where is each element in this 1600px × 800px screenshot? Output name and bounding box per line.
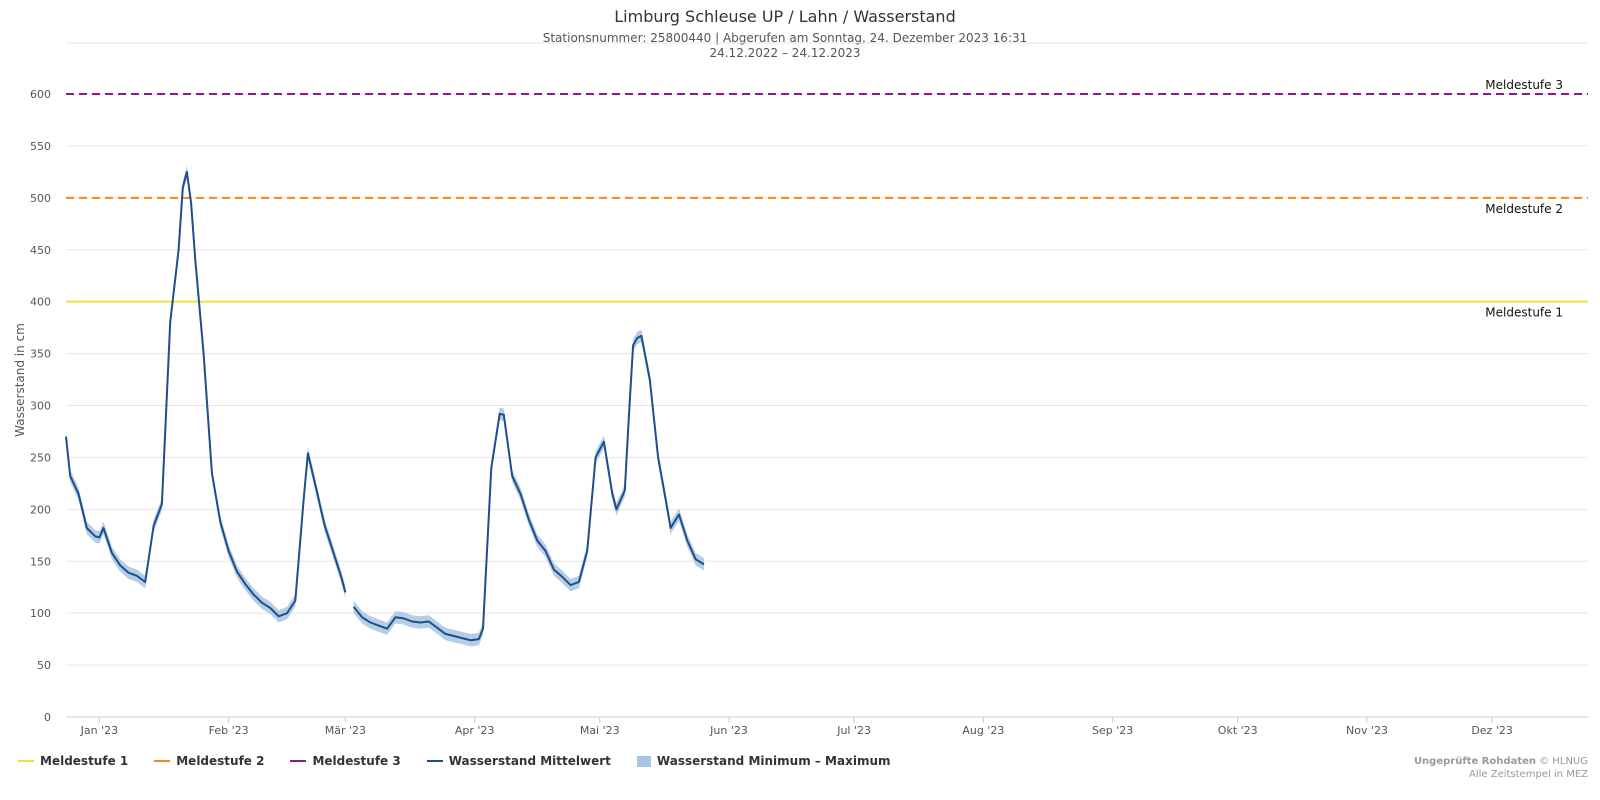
x-tick-label-0: Jan '23 [80,724,118,737]
credits-raw-data: Ungeprüfte Rohdaten [1413,756,1536,767]
x-tick-label-5: Jun '23 [709,724,748,737]
legend-label-4: Wasserstand Mittelwert [448,754,611,768]
y-tick-label-50: 50 [37,659,51,672]
legend-label-1: Meldestufe 1 [40,754,129,768]
y-tick-label-450: 450 [30,244,51,257]
reference-label-1: Meldestufe 1 [1485,306,1563,320]
legend-label-5: Wasserstand Minimum – Maximum [656,754,891,768]
x-tick-label-9: Okt '23 [1218,724,1258,737]
credits-timezone: Alle Zeitstempel in MEZ [1468,769,1588,780]
legend-label-2: Meldestufe 2 [176,754,265,768]
legend-item-3[interactable]: Meldestufe 3 [290,754,401,768]
legend-swatch-4 [426,760,443,762]
legend-swatch-2 [154,760,171,762]
y-tick-label-350: 350 [30,348,51,361]
legend-item-1[interactable]: Meldestufe 1 [18,754,128,768]
mean-line-segment-1 [352,334,705,642]
legend-item-4[interactable]: Wasserstand Mittelwert [426,754,611,768]
x-axis-ticks: Jan '23 Feb '23 Mär '23 Apr '23 Mai '23 Jun '… [80,717,1513,737]
x-tick-label-3: Apr '23 [455,724,495,737]
reference-lines: Meldestufe 1 Meldestufe 2 Meldestufe 3 [66,78,1588,320]
y-tick-label-300: 300 [30,400,51,413]
credits: Ungeprüfte Rohdaten © HLNUG Alle Zeitste… [1414,755,1588,781]
y-tick-label-0: 0 [44,711,51,724]
y-axis-ticks: 0 50 100 150 200 250 300 350 400 450 500 550 600 [30,88,51,724]
y-axis-title: Wasserstand in cm [13,323,27,437]
min-max-band-1 [353,329,704,647]
legend-label-3: Meldestufe 3 [312,754,401,768]
y-tick-label-200: 200 [30,503,51,516]
x-tick-label-4: Mai '23 [580,724,620,737]
y-tick-label-400: 400 [30,296,51,309]
chart-subtitle-line2: 24.12.2022 – 24.12.2023 [709,46,860,60]
mean-line-segment-0 [65,170,347,618]
chart-subtitle-line1: Stationsnummer: 25800440 | Abgerufen am … [543,31,1028,45]
legend-swatch-5 [636,755,651,767]
reference-label-3: Meldestufe 3 [1485,78,1563,92]
legend-item-2[interactable]: Meldestufe 2 [154,754,264,768]
legend-swatch-3 [290,760,307,762]
y-tick-label-500: 500 [30,192,51,205]
legend-swatch-1 [18,760,34,762]
x-tick-label-2: Mär '23 [325,724,366,737]
reference-label-2: Meldestufe 2 [1485,202,1563,216]
y-tick-label-250: 250 [30,451,51,464]
legend: Meldestufe 1 Meldestufe 2 Meldestufe 3 Wass… [18,754,917,768]
x-tick-label-1: Feb '23 [209,724,249,737]
chart-title: Limburg Schleuse UP / Lahn / Wasserstand [614,7,955,26]
credits-owner: © HLNUG [1536,756,1588,767]
x-tick-label-7: Aug '23 [962,724,1004,737]
x-tick-label-10: Nov '23 [1346,724,1388,737]
x-tick-label-11: Dez '23 [1471,724,1513,737]
grid-lines [66,42,1588,718]
legend-item-5[interactable]: Wasserstand Minimum – Maximum [636,754,891,768]
mean-series [65,170,705,642]
x-tick-label-6: Jul '23 [836,724,871,737]
y-tick-label-600: 600 [30,88,51,101]
y-tick-label-150: 150 [30,555,51,568]
y-tick-label-550: 550 [30,140,51,153]
y-tick-label-100: 100 [30,607,51,620]
x-tick-label-8: Sep '23 [1092,724,1133,737]
